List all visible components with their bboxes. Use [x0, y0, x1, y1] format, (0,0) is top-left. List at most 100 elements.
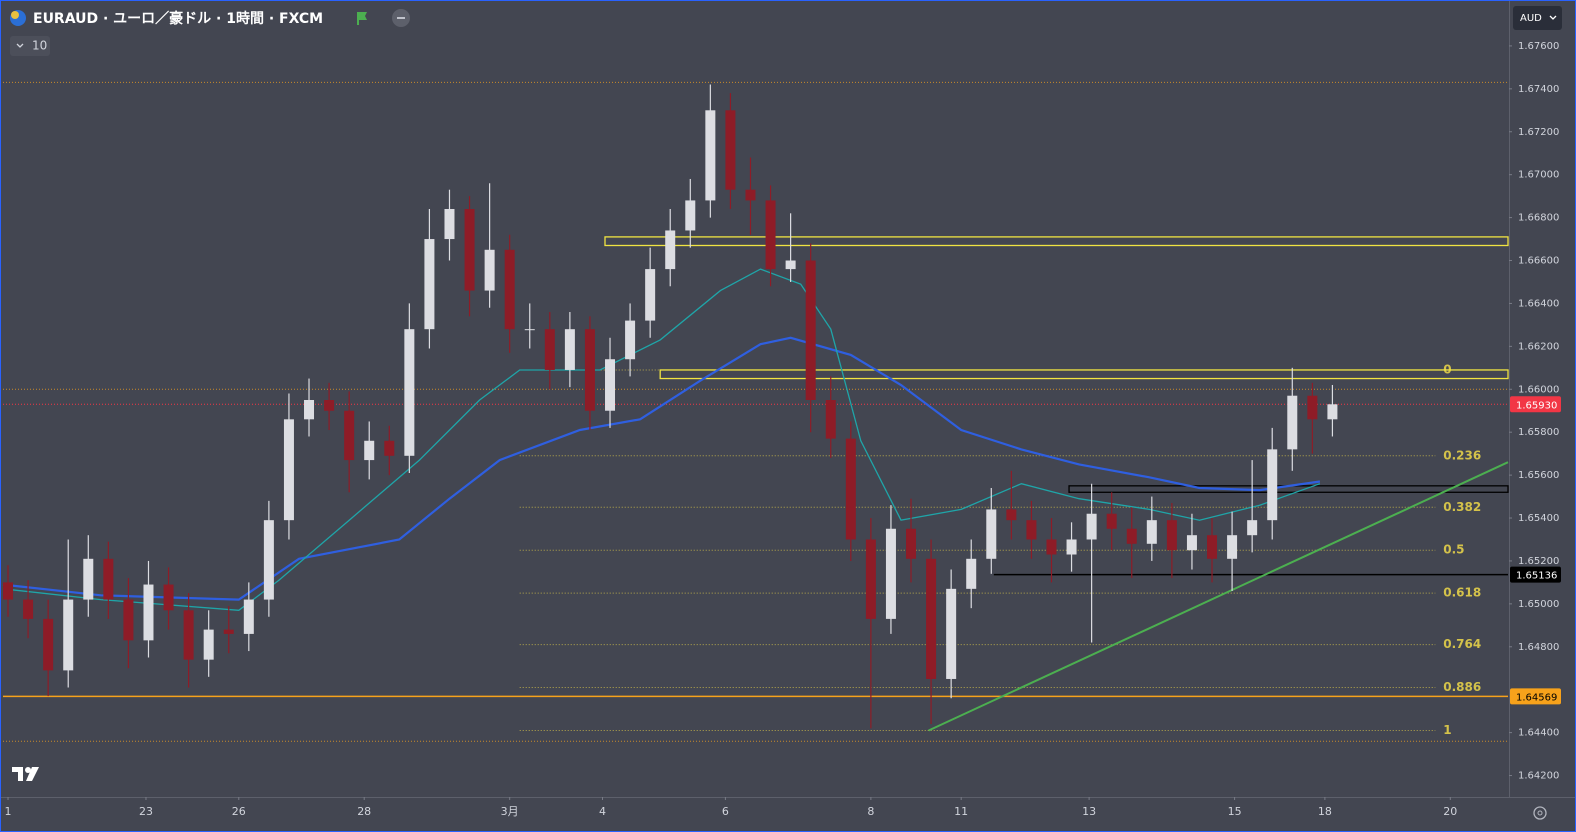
- price-badge: [1510, 688, 1561, 705]
- candle-body: [1327, 404, 1338, 420]
- x-tick-label: 20: [1443, 805, 1457, 818]
- candle-body: [946, 588, 957, 679]
- symbol-icon: [11, 11, 19, 19]
- candle-body: [404, 329, 415, 456]
- candle-body: [524, 329, 535, 331]
- zone: [659, 369, 1509, 380]
- candle-body: [1146, 520, 1157, 544]
- candle-body: [23, 599, 34, 619]
- x-tick-label: 3月: [501, 805, 519, 818]
- price-badge: [1510, 396, 1561, 413]
- fib-label: 1: [1443, 723, 1451, 737]
- candle-body: [3, 582, 14, 600]
- chevron-icon: [16, 43, 24, 48]
- x-tick-label: 1: [5, 805, 12, 818]
- candle-body: [1186, 535, 1197, 551]
- x-tick-label: 26: [232, 805, 246, 818]
- candle-body: [143, 584, 154, 641]
- fib-label: 0.236: [1443, 448, 1481, 462]
- candle-body: [705, 110, 716, 201]
- y-tick-label: 1.64200: [1518, 771, 1559, 782]
- candle-body: [926, 558, 937, 679]
- candle-body: [243, 599, 254, 634]
- candle-body: [544, 329, 555, 370]
- candle-body: [63, 599, 74, 671]
- tv-logo: [12, 767, 39, 781]
- candle-body: [1307, 395, 1318, 420]
- candle-body: [1247, 520, 1258, 536]
- candle-body: [1267, 449, 1278, 521]
- x-tick-label: 23: [139, 805, 153, 818]
- candle-body: [825, 400, 836, 439]
- candle-body: [625, 320, 636, 360]
- price-badge-label: 1.64569: [1516, 692, 1557, 703]
- candle-body: [444, 209, 455, 240]
- y-tick-label: 1.67200: [1518, 127, 1559, 138]
- settings-button[interactable]: [1533, 806, 1547, 820]
- candle-body: [584, 329, 595, 411]
- indicator-count: 10: [32, 39, 47, 53]
- price-badge-label: 1.65930: [1516, 400, 1557, 411]
- candle-body: [163, 584, 174, 611]
- candle-body: [1207, 535, 1218, 559]
- axes: 1.64200 1.64400 1.64800 1.65000 1.65200 1.654…: [5, 41, 1561, 818]
- candle-body: [1106, 513, 1117, 529]
- candle-body: [785, 260, 796, 270]
- candle-body: [966, 558, 977, 589]
- candle-body: [865, 539, 876, 619]
- candle-body: [464, 209, 475, 291]
- candle-body: [504, 249, 515, 330]
- candle-body: [83, 558, 94, 600]
- y-tick-label: 1.65800: [1518, 427, 1559, 438]
- y-tick-label: 1.67600: [1518, 41, 1559, 52]
- y-tick-label: 1.67400: [1518, 84, 1559, 95]
- y-tick-label: 1.65000: [1518, 599, 1559, 610]
- price-badge: [1510, 566, 1561, 583]
- candle-body: [384, 440, 395, 456]
- candle-body: [424, 239, 435, 330]
- fib-label: 0.764: [1443, 637, 1481, 651]
- candle-body: [564, 329, 575, 370]
- candle-body: [986, 509, 997, 559]
- x-tick-label: 11: [954, 805, 968, 818]
- candle-body: [484, 249, 495, 291]
- moving-average: [2, 268, 1321, 611]
- indicator-toggle[interactable]: [10, 36, 50, 56]
- y-tick-label: 1.66600: [1518, 256, 1559, 267]
- candle-body: [103, 558, 114, 600]
- candle-body: [324, 400, 335, 411]
- y-tick-label: 1.64400: [1518, 728, 1559, 739]
- candle-body: [304, 400, 315, 420]
- candle-body: [685, 200, 696, 231]
- settings-button: [1537, 810, 1543, 816]
- candle-body: [906, 528, 917, 559]
- candle-body: [283, 419, 294, 521]
- flag-icon[interactable]: [357, 12, 367, 25]
- candle-body: [123, 599, 134, 641]
- candle-body: [183, 610, 194, 660]
- fib-label: 0.382: [1443, 500, 1481, 514]
- x-tick-label: 8: [867, 805, 874, 818]
- y-tick-label: 1.65400: [1518, 513, 1559, 524]
- candle-body: [1126, 528, 1137, 544]
- candle-body: [1006, 509, 1017, 521]
- x-tick-label: 28: [357, 805, 371, 818]
- price-badge-label: 1.65136: [1516, 571, 1557, 582]
- candle-body: [805, 260, 816, 400]
- moving-average: [2, 336, 1321, 601]
- candle-body: [885, 528, 896, 619]
- candle-body: [1026, 520, 1037, 540]
- candle-body: [665, 230, 676, 270]
- candle-body: [1287, 395, 1298, 450]
- candle-body: [745, 189, 756, 201]
- y-tick-label: 1.65200: [1518, 556, 1559, 567]
- candle-body: [1227, 535, 1238, 559]
- candle-body: [1166, 520, 1177, 551]
- candle-body: [765, 200, 776, 270]
- candle-body: [725, 110, 736, 190]
- x-tick-label: 4: [599, 805, 606, 818]
- currency-button[interactable]: [1513, 6, 1562, 30]
